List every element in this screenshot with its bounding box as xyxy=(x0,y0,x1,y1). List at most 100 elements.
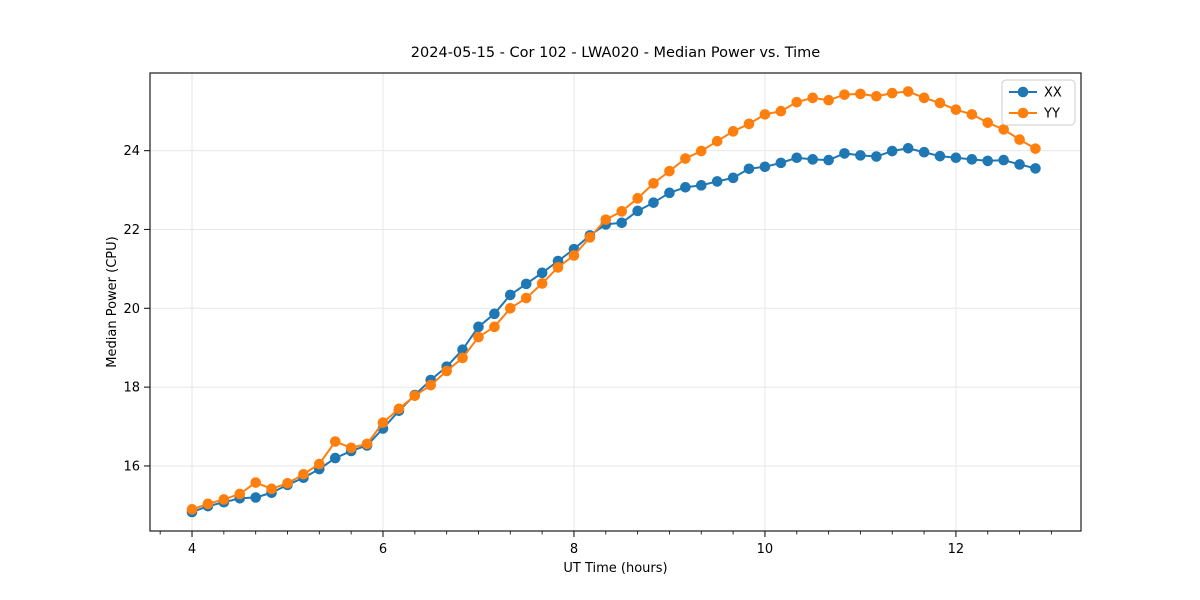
data-point-YY xyxy=(743,118,755,130)
data-point-XX xyxy=(759,161,771,173)
data-point-YY xyxy=(186,504,198,515)
data-point-YY xyxy=(823,94,834,106)
data-point-YY xyxy=(902,86,914,97)
data-point-YY xyxy=(632,193,643,204)
data-point-YY xyxy=(441,365,452,377)
data-point-YY xyxy=(536,278,548,289)
data-point-XX xyxy=(855,150,866,161)
data-point-YY xyxy=(807,92,818,104)
data-point-YY xyxy=(871,90,882,102)
x-tick-label: 6 xyxy=(379,542,387,557)
y-tick-label: 18 xyxy=(123,381,140,396)
data-point-XX xyxy=(520,278,532,290)
series-line-YY xyxy=(191,90,1037,511)
data-point-YY xyxy=(552,262,564,273)
data-point-XX xyxy=(536,267,548,279)
data-point-XX xyxy=(473,321,484,333)
data-point-YY xyxy=(361,438,373,450)
data-point-XX xyxy=(680,182,691,193)
data-point-YY xyxy=(711,135,723,147)
data-point-YY xyxy=(409,390,421,402)
data-point-YY xyxy=(680,153,691,164)
data-point-XX xyxy=(695,180,707,191)
data-point-XX xyxy=(632,205,643,217)
data-point-YY xyxy=(950,104,962,115)
data-point-XX xyxy=(329,452,341,464)
data-point-YY xyxy=(473,331,484,343)
data-point-YY xyxy=(775,105,787,117)
data-point-YY xyxy=(377,417,389,428)
data-point-YY xyxy=(393,403,405,415)
data-point-YY xyxy=(584,232,596,243)
data-point-YY xyxy=(568,250,580,261)
data-point-XX xyxy=(982,155,994,167)
data-point-YY xyxy=(600,214,612,225)
series-layer xyxy=(186,86,1041,518)
data-point-YY xyxy=(1030,143,1041,154)
data-point-YY xyxy=(313,458,325,470)
data-point-YY xyxy=(298,468,309,480)
data-point-XX xyxy=(775,157,787,169)
data-point-YY xyxy=(759,109,771,120)
data-point-YY xyxy=(504,303,516,314)
data-point-YY xyxy=(839,89,850,100)
data-point-YY xyxy=(727,126,739,137)
data-point-YY xyxy=(664,165,675,177)
data-point-YY xyxy=(648,178,659,189)
series-XX xyxy=(186,142,1041,518)
data-point-XX xyxy=(616,217,628,229)
data-point-XX xyxy=(457,344,468,355)
data-point-XX xyxy=(1014,159,1025,170)
y-tick-label: 16 xyxy=(123,459,140,474)
data-point-XX xyxy=(743,163,755,175)
data-point-XX xyxy=(648,197,659,208)
data-point-YY xyxy=(425,379,437,391)
legend-marker-YY xyxy=(1017,107,1029,119)
data-point-XX xyxy=(727,172,739,184)
data-point-XX xyxy=(711,176,723,187)
data-point-XX xyxy=(934,150,946,162)
y-axis-label: Median Power (CPU) xyxy=(105,236,120,367)
data-point-XX xyxy=(1030,163,1041,174)
data-point-YY xyxy=(695,145,707,157)
data-point-XX xyxy=(791,152,803,164)
data-point-YY xyxy=(520,292,532,304)
data-point-YY xyxy=(202,498,214,510)
legend-marker-XX xyxy=(1017,86,1029,98)
plot-frame xyxy=(149,72,1082,532)
series-YY xyxy=(186,86,1041,515)
legend-label-YY: YY xyxy=(1043,107,1060,122)
legend-box xyxy=(1001,79,1076,126)
y-tick-label: 22 xyxy=(123,223,140,238)
data-point-XX xyxy=(250,492,262,503)
data-point-YY xyxy=(329,436,341,447)
data-point-YY xyxy=(982,117,994,128)
x-tick-label: 8 xyxy=(570,542,578,557)
data-point-YY xyxy=(791,96,803,108)
data-point-XX xyxy=(839,148,850,159)
data-point-YY xyxy=(966,109,978,120)
data-point-XX xyxy=(902,142,914,154)
data-point-YY xyxy=(457,352,468,364)
data-point-YY xyxy=(234,488,246,500)
data-point-XX xyxy=(489,308,500,320)
grid-layer xyxy=(150,73,1081,531)
data-point-XX xyxy=(886,145,898,157)
data-point-YY xyxy=(998,124,1009,135)
data-point-XX xyxy=(998,154,1009,166)
data-point-YY xyxy=(886,87,898,99)
data-point-YY xyxy=(250,477,262,488)
data-point-YY xyxy=(489,321,500,333)
data-point-XX xyxy=(871,151,882,162)
data-point-YY xyxy=(934,97,946,109)
data-point-YY xyxy=(616,206,628,217)
data-point-XX xyxy=(664,187,675,199)
x-tick-label: 4 xyxy=(188,542,196,557)
data-point-YY xyxy=(218,494,230,505)
data-point-YY xyxy=(266,483,277,495)
data-point-YY xyxy=(918,92,930,104)
data-point-YY xyxy=(855,88,866,100)
data-point-YY xyxy=(1014,134,1025,145)
